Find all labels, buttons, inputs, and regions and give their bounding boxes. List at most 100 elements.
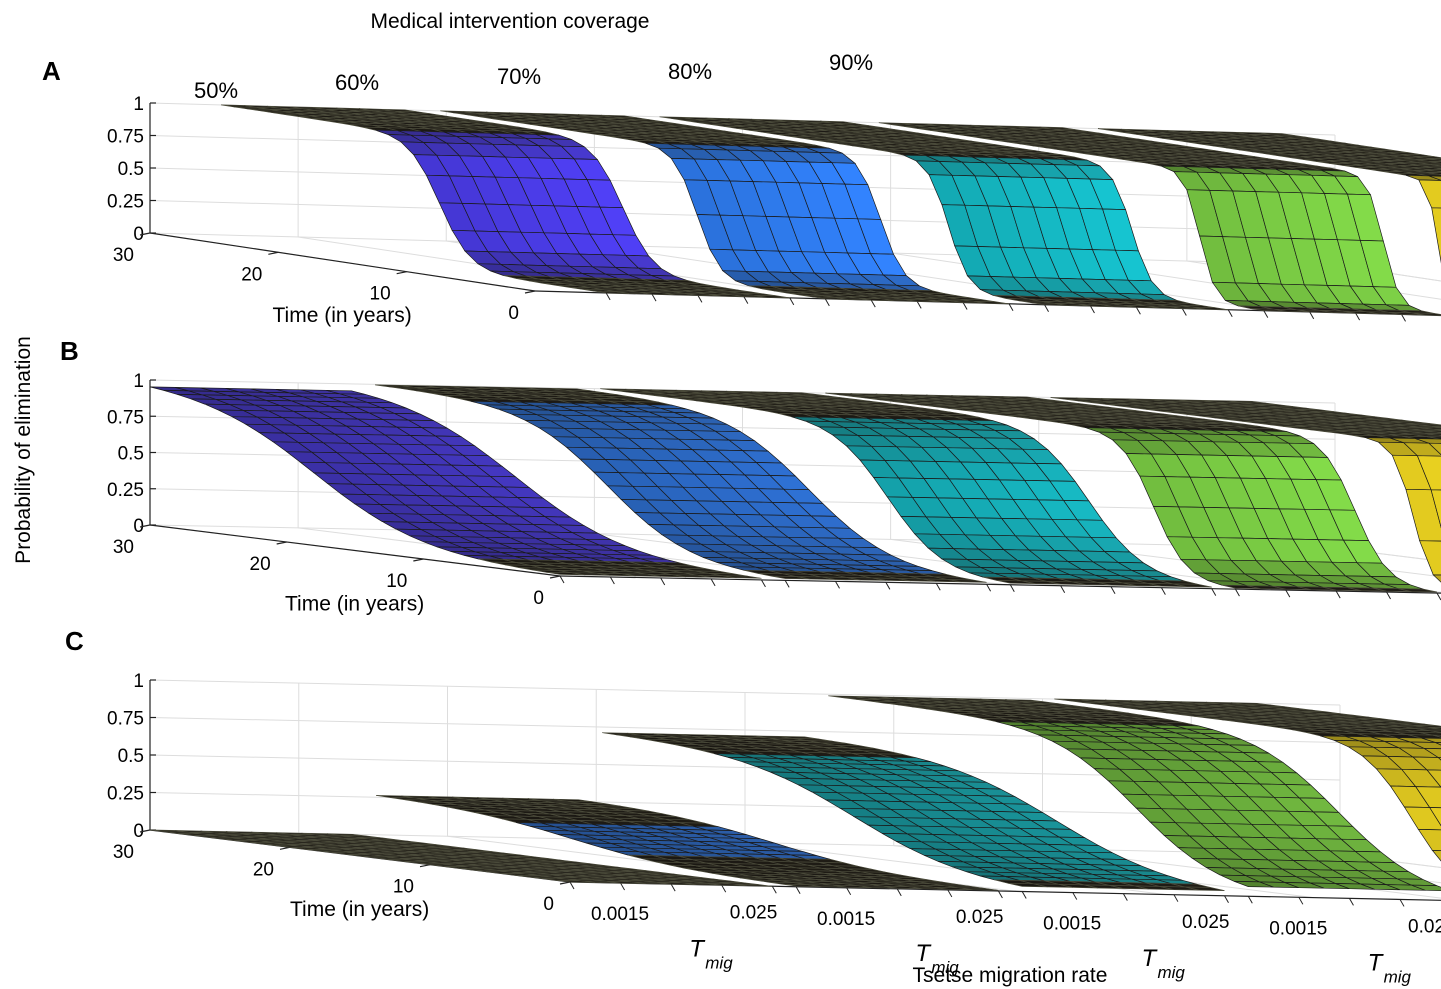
time-tick bbox=[559, 881, 571, 885]
surface-patch bbox=[959, 887, 999, 891]
surface-patch bbox=[1407, 734, 1441, 739]
migration-tick-label: 0.025 bbox=[956, 907, 1004, 928]
time-tick-label: 20 bbox=[253, 859, 274, 880]
surface-patch bbox=[1430, 489, 1441, 529]
migration-tick bbox=[1160, 587, 1166, 595]
migration-tick bbox=[789, 297, 795, 306]
time-tick bbox=[139, 524, 151, 528]
panel-b: 0 0.25 0.5 0.75 1 30 20 10 0 Time (in years) bbox=[107, 371, 1441, 616]
migration-tick bbox=[1072, 892, 1078, 900]
migration-tick bbox=[1436, 592, 1441, 601]
coverage-label: 60% bbox=[335, 70, 379, 95]
time-axis: 30 20 10 0 Time (in years) bbox=[113, 232, 536, 327]
surface-patch bbox=[753, 294, 790, 299]
surface-patch bbox=[1404, 729, 1441, 734]
migration-subscript: mig bbox=[705, 953, 733, 972]
grid-line bbox=[1334, 264, 1441, 282]
migration-tick bbox=[1349, 898, 1354, 906]
surface-patch bbox=[1407, 163, 1441, 167]
coverage-label: 90% bbox=[829, 50, 873, 75]
z-axis: 0 0.25 0.5 0.75 1 bbox=[107, 671, 156, 842]
surface-50pct bbox=[221, 104, 790, 299]
migration-tick bbox=[1247, 896, 1253, 904]
surface-patch bbox=[1431, 850, 1441, 862]
migration-tick bbox=[660, 577, 666, 586]
time-tick bbox=[279, 846, 291, 850]
time-tick bbox=[419, 864, 431, 868]
time-tick bbox=[139, 829, 151, 833]
migration-tick bbox=[824, 298, 830, 307]
time-tick bbox=[524, 290, 536, 294]
migration-tick bbox=[896, 888, 902, 897]
migration-tick bbox=[1181, 308, 1187, 316]
surface-patch bbox=[1185, 886, 1225, 891]
migration-tick bbox=[1285, 589, 1291, 598]
surface-patch bbox=[1428, 442, 1441, 456]
z-tick-label: 0.5 bbox=[118, 746, 144, 767]
migration-tick bbox=[1122, 893, 1128, 901]
time-tick bbox=[396, 271, 407, 275]
migration-tick-label: 0.025 bbox=[730, 902, 778, 923]
z-tick-label: 0 bbox=[133, 516, 144, 537]
surface-patch bbox=[1172, 583, 1212, 588]
surface-patch bbox=[1413, 170, 1441, 174]
surface-50pct bbox=[149, 829, 773, 887]
z-axis: 0 0.25 0.5 0.75 1 bbox=[107, 94, 156, 245]
surface-patch bbox=[1433, 167, 1441, 170]
surface-patch bbox=[1430, 730, 1441, 733]
migration-axis bbox=[559, 575, 1441, 601]
surface-patch bbox=[1403, 806, 1441, 831]
time-tick bbox=[549, 575, 561, 579]
migration-tick bbox=[885, 582, 891, 590]
surface-patch bbox=[1418, 424, 1441, 427]
migration-tick-label: 0.025 bbox=[1408, 917, 1441, 938]
surface-80pct bbox=[878, 122, 1441, 316]
surface-patch bbox=[1418, 732, 1441, 736]
surface-90pct bbox=[1050, 397, 1441, 583]
surface-patch bbox=[1192, 306, 1229, 311]
surface-80pct bbox=[825, 392, 1437, 593]
surface-patch bbox=[1413, 434, 1441, 438]
migration-tick bbox=[721, 884, 727, 893]
time-axis-label: Time (in years) bbox=[290, 898, 429, 921]
surface-70pct bbox=[600, 388, 1212, 588]
surface-50pct bbox=[149, 386, 762, 579]
migration-symbol: T bbox=[1368, 950, 1385, 977]
z-tick-label: 1 bbox=[133, 671, 144, 692]
time-tick-label: 30 bbox=[113, 537, 134, 558]
migration-tick bbox=[670, 883, 676, 892]
time-tick-label: 10 bbox=[370, 284, 391, 305]
migration-tick bbox=[1110, 586, 1116, 594]
surface-patch bbox=[1419, 540, 1441, 576]
time-axis-line bbox=[149, 524, 561, 577]
surface-patch bbox=[1417, 829, 1441, 851]
migration-tick bbox=[1235, 588, 1240, 597]
surface-60pct bbox=[440, 110, 1010, 305]
z-tick-label: 0.75 bbox=[107, 407, 144, 428]
figure-title: Medical intervention coverage bbox=[371, 10, 650, 33]
migration-symbol: T bbox=[915, 940, 932, 967]
surface-patch bbox=[1436, 170, 1441, 173]
time-axis-label: Time (in years) bbox=[285, 593, 424, 616]
migration-tick bbox=[559, 575, 565, 584]
migration-subscript: mig bbox=[1157, 963, 1185, 982]
time-axis-line bbox=[149, 232, 536, 292]
surface-patch bbox=[1438, 434, 1441, 436]
surface-patch bbox=[1418, 179, 1441, 209]
migration-tick bbox=[620, 882, 626, 891]
surface-patch bbox=[1438, 159, 1441, 161]
surface-patch bbox=[1422, 430, 1441, 433]
migration-tick bbox=[761, 579, 766, 588]
migration-symbol: T bbox=[1141, 945, 1158, 972]
time-tick bbox=[268, 251, 279, 255]
time-tick-label: 20 bbox=[241, 264, 262, 285]
time-tick-label: 20 bbox=[250, 554, 271, 575]
surface-patch bbox=[1398, 588, 1437, 593]
migration-tick bbox=[1090, 305, 1095, 314]
migration-tick bbox=[1401, 314, 1406, 322]
surface-patch bbox=[1429, 807, 1441, 827]
grid-line bbox=[1339, 854, 1441, 869]
migration-tick bbox=[835, 581, 840, 589]
